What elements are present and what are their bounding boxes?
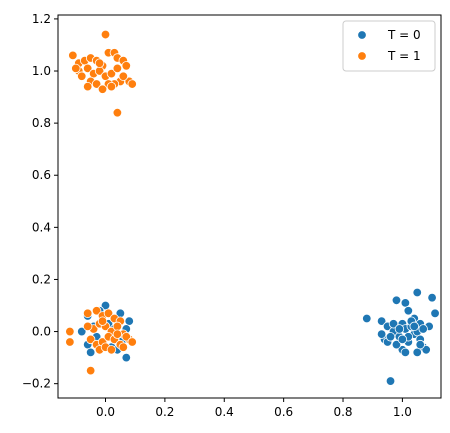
data-point [427, 292, 437, 303]
data-point [391, 339, 402, 350]
data-point [421, 345, 431, 355]
data-point [121, 61, 131, 71]
x-tick-label: 1.0 [393, 405, 412, 419]
legend-marker [357, 30, 367, 40]
data-point [82, 63, 93, 74]
y-tick-label: 0.2 [32, 272, 51, 286]
x-tick-label: 0.4 [215, 405, 234, 419]
data-point [91, 79, 102, 89]
data-point [82, 81, 93, 92]
data-point [85, 334, 96, 345]
x-axis: 0.0 0.2 0.4 0.6 0.8 1.0 [96, 398, 412, 419]
data-point [385, 376, 396, 386]
y-tick-label: 0.6 [32, 168, 51, 182]
data-point [418, 324, 428, 334]
data-point [403, 306, 414, 316]
data-point [94, 58, 105, 68]
data-point [124, 316, 134, 326]
data-point [77, 71, 87, 81]
data-point [68, 50, 78, 61]
data-point [118, 71, 129, 81]
y-tick-label: −0.2 [22, 377, 51, 391]
data-point [112, 107, 123, 118]
data-point [71, 63, 81, 74]
data-point [100, 29, 111, 40]
data-point [400, 298, 411, 308]
data-point [376, 316, 387, 326]
data-point [415, 339, 425, 350]
series-1 [65, 29, 137, 376]
data-point [400, 347, 411, 358]
data-point [97, 84, 108, 94]
points-layer [65, 29, 440, 386]
y-tick-label: 1.2 [32, 12, 51, 26]
data-point [85, 347, 96, 358]
data-point [97, 316, 108, 326]
data-point [106, 345, 117, 355]
data-point [106, 68, 117, 79]
data-point [127, 79, 137, 89]
data-point [82, 308, 93, 319]
legend: T = 0 T = 1 [342, 20, 436, 72]
data-point [391, 295, 402, 306]
data-point [430, 308, 440, 319]
data-point [112, 329, 123, 339]
data-point [121, 352, 131, 363]
data-point [394, 324, 405, 334]
plot-frame [57, 14, 442, 399]
data-point [127, 337, 137, 347]
data-point [388, 319, 399, 329]
data-point [362, 313, 372, 324]
data-point [65, 326, 75, 337]
legend-label: T = 0 [387, 28, 421, 42]
data-point [118, 342, 129, 352]
y-tick-label: 0.4 [32, 220, 51, 234]
x-tick-label: 0.8 [333, 405, 352, 419]
y-tick-label: 1.0 [32, 64, 51, 78]
data-point [103, 308, 114, 319]
legend-marker [357, 51, 367, 61]
data-point [112, 63, 123, 74]
data-point [412, 287, 422, 298]
y-tick-label: 0.0 [32, 325, 51, 339]
data-point [85, 365, 96, 376]
data-point [77, 326, 87, 337]
data-point [412, 347, 422, 358]
data-point [65, 337, 75, 347]
x-tick-label: 0.2 [155, 405, 174, 419]
x-tick-label: 0.0 [96, 405, 115, 419]
data-point [91, 306, 102, 316]
data-point [397, 334, 408, 345]
data-point [376, 329, 387, 339]
data-point [121, 332, 131, 342]
data-point [82, 321, 93, 332]
legend-label: T = 1 [387, 49, 421, 63]
y-axis: −0.2 0.0 0.2 0.4 0.6 0.8 1.0 1.2 [22, 12, 58, 391]
data-point [385, 332, 396, 342]
data-point [112, 321, 123, 332]
x-tick-label: 0.6 [274, 405, 293, 419]
data-point [106, 81, 117, 92]
data-point [409, 321, 419, 332]
y-tick-label: 0.8 [32, 116, 51, 130]
